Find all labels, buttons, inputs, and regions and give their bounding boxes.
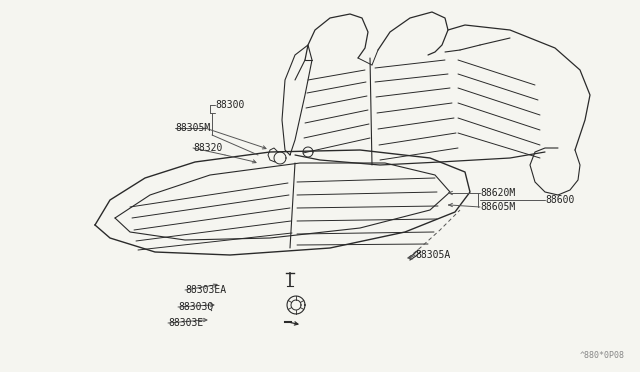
Text: 88305M: 88305M [175, 123, 211, 133]
Text: 88303EA: 88303EA [185, 285, 226, 295]
Text: ^880*0P08: ^880*0P08 [580, 351, 625, 360]
Text: 88600: 88600 [545, 195, 574, 205]
Text: 88305A: 88305A [415, 250, 451, 260]
Text: 88620M: 88620M [480, 188, 515, 198]
Text: 88303E: 88303E [168, 318, 204, 328]
Text: 88605M: 88605M [480, 202, 515, 212]
Text: 88320: 88320 [193, 143, 222, 153]
Text: 88303Q: 88303Q [178, 302, 213, 312]
Text: 88300: 88300 [215, 100, 244, 110]
